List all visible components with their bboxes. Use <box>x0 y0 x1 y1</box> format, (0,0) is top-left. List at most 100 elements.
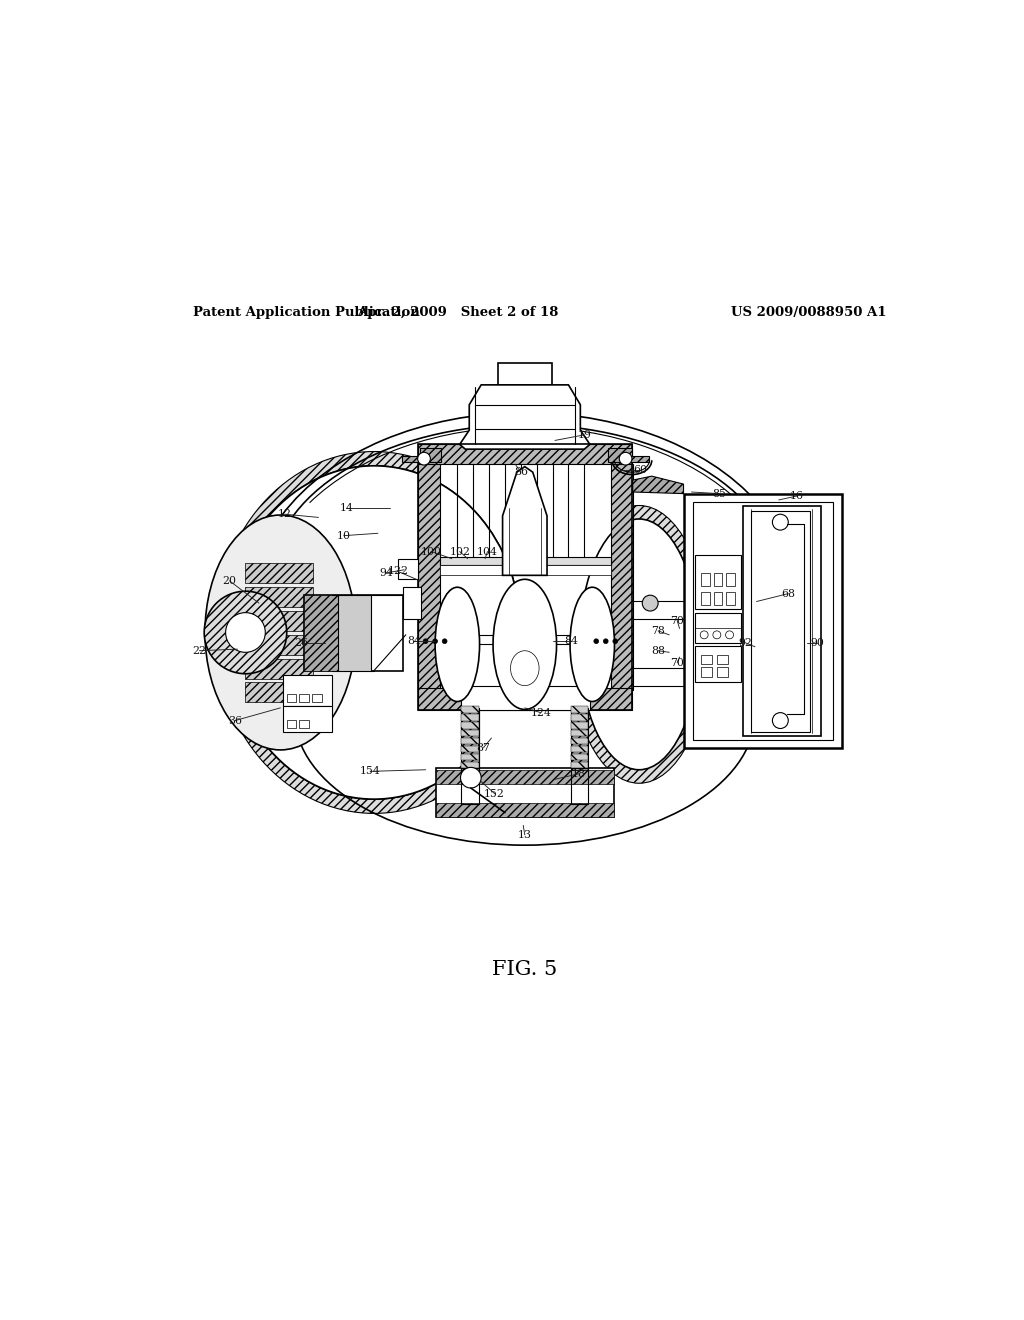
Circle shape <box>772 713 788 729</box>
Ellipse shape <box>493 579 557 709</box>
Text: FIG. 5: FIG. 5 <box>493 960 557 979</box>
Bar <box>717 655 728 664</box>
Bar <box>338 595 371 671</box>
Bar <box>246 659 313 678</box>
Circle shape <box>726 631 733 639</box>
Bar <box>751 511 811 731</box>
Bar <box>287 719 296 727</box>
Bar <box>312 694 322 702</box>
Bar <box>440 557 610 565</box>
Text: 12: 12 <box>279 510 292 519</box>
Bar <box>436 770 614 784</box>
Text: 13: 13 <box>518 830 531 840</box>
Circle shape <box>433 639 437 644</box>
Text: 20: 20 <box>222 576 237 586</box>
Bar <box>440 565 610 576</box>
Text: 36: 36 <box>228 715 242 726</box>
Text: 152: 152 <box>484 788 505 799</box>
Bar <box>570 768 588 804</box>
Text: 87: 87 <box>476 743 490 752</box>
Bar <box>283 675 332 706</box>
Bar <box>440 465 610 690</box>
Text: Patent Application Publication: Patent Application Publication <box>194 305 420 318</box>
Bar <box>461 706 479 713</box>
Bar <box>461 708 479 770</box>
Circle shape <box>603 639 608 644</box>
Circle shape <box>594 639 599 644</box>
Polygon shape <box>633 477 684 494</box>
Bar <box>695 612 741 643</box>
Polygon shape <box>608 449 649 462</box>
Text: 60: 60 <box>633 465 647 475</box>
Polygon shape <box>503 466 547 576</box>
Bar <box>717 668 728 677</box>
Ellipse shape <box>205 515 355 750</box>
Bar <box>570 738 588 744</box>
Text: 19: 19 <box>578 430 591 440</box>
Circle shape <box>620 453 632 465</box>
Bar <box>570 706 588 713</box>
Text: 154: 154 <box>359 767 381 776</box>
Text: 78: 78 <box>651 626 665 636</box>
Bar <box>701 573 710 586</box>
Bar <box>403 587 421 619</box>
Ellipse shape <box>569 506 709 783</box>
Bar <box>436 768 614 817</box>
Text: 10: 10 <box>337 531 351 541</box>
Bar <box>397 560 418 579</box>
Ellipse shape <box>227 466 521 799</box>
Bar <box>461 754 479 760</box>
Text: 104: 104 <box>477 546 498 557</box>
Circle shape <box>418 453 430 465</box>
Bar <box>684 494 842 747</box>
Bar <box>570 730 588 737</box>
Text: 16: 16 <box>790 491 804 502</box>
Polygon shape <box>401 449 441 462</box>
Bar <box>693 502 833 739</box>
Bar <box>246 564 313 583</box>
Polygon shape <box>460 385 590 449</box>
Bar <box>461 722 479 729</box>
Circle shape <box>772 515 788 531</box>
Bar <box>304 595 338 671</box>
Bar <box>461 730 479 737</box>
Bar <box>714 573 722 586</box>
Bar <box>436 635 614 644</box>
Circle shape <box>423 639 428 644</box>
Text: Apr. 2, 2009   Sheet 2 of 18: Apr. 2, 2009 Sheet 2 of 18 <box>356 305 558 318</box>
Bar <box>570 722 588 729</box>
Bar <box>436 803 614 817</box>
Text: 84: 84 <box>564 636 578 647</box>
Text: US 2009/0088950 A1: US 2009/0088950 A1 <box>731 305 887 318</box>
Bar <box>461 686 590 710</box>
Bar <box>287 694 296 702</box>
Bar <box>726 591 735 605</box>
Text: 68: 68 <box>781 589 796 598</box>
Bar <box>246 635 313 655</box>
Circle shape <box>225 612 265 652</box>
Bar <box>498 363 552 385</box>
Text: 90: 90 <box>810 638 823 648</box>
Bar <box>570 746 588 752</box>
Bar <box>418 465 440 690</box>
Text: 122: 122 <box>387 566 409 577</box>
Circle shape <box>642 595 658 611</box>
Text: 88: 88 <box>651 645 666 656</box>
Bar <box>570 762 588 768</box>
Bar <box>283 706 332 731</box>
Bar <box>726 573 735 586</box>
Text: 70: 70 <box>671 657 684 668</box>
Text: 14: 14 <box>339 503 353 513</box>
Text: 100: 100 <box>421 546 441 557</box>
Bar <box>418 688 632 710</box>
Bar <box>479 710 572 770</box>
Bar <box>418 445 632 710</box>
Bar <box>418 445 632 465</box>
Circle shape <box>700 631 709 639</box>
Circle shape <box>613 639 617 644</box>
Text: 84: 84 <box>407 636 421 647</box>
Text: 70: 70 <box>671 615 684 626</box>
Ellipse shape <box>435 587 479 701</box>
Bar <box>695 645 741 682</box>
Text: 124: 124 <box>530 708 551 718</box>
